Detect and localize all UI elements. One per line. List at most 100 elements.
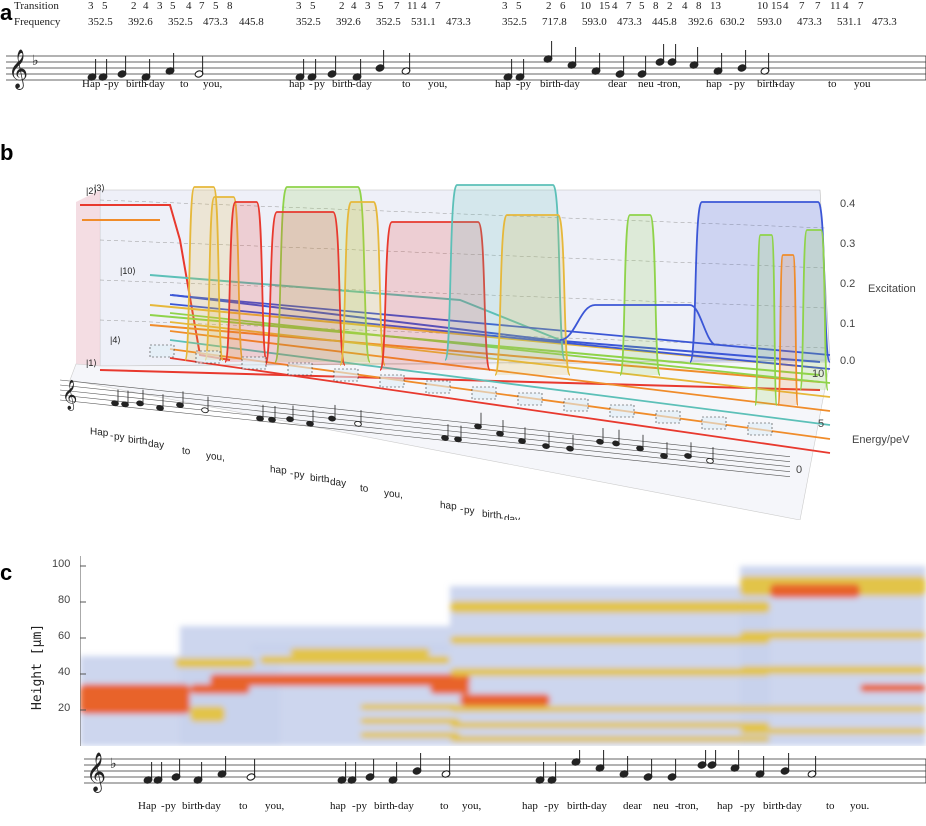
lyric-syllable: day [148,439,164,452]
transition-value: 7 [858,0,864,12]
note [612,440,620,447]
treble-clef-icon: 𝄞 [8,50,28,90]
note [474,423,482,430]
transition-value: 7 [394,0,400,12]
trace-green [149,314,821,376]
lyric-syllable: - [326,476,329,487]
transition-value: 6 [560,0,566,12]
transition-value: 7 [199,0,205,12]
lyric-syllable: day [205,800,221,812]
lyric-syllable: - [560,78,564,90]
note [542,443,550,449]
note [156,405,164,411]
lyric-syllable: py [294,469,305,481]
lyric-syllable: you [854,78,871,90]
lyric-syllable: - [675,800,679,812]
note [306,420,314,427]
transition-value: 8 [227,0,233,12]
note [596,438,604,445]
treble-clef-icon: 𝄞 [86,753,106,793]
transition-value: 10 [757,0,768,12]
excitation-pulse [777,254,799,406]
lyric-syllable: hap [522,800,538,812]
lyric-syllable: py [314,78,325,90]
transition-value: 3 [157,0,163,12]
note [496,430,504,437]
note [684,453,692,459]
lyric-syllable: py [356,800,367,812]
lyric-syllable: - [394,800,398,812]
excitation-pulse [204,196,244,361]
lyric-syllable: - [290,468,293,479]
note [176,402,184,408]
transition-value: 5 [310,0,316,12]
transition-value: 5 [170,0,176,12]
frequency-value: 593.0 [757,16,782,28]
note-projection [379,374,405,388]
lyric-syllable: day [398,800,414,812]
transition-value: 4 [143,0,149,12]
lyric-syllable: birth [128,434,147,447]
frequency-value: 531.1 [411,16,436,28]
lyric-syllable: dear [608,78,627,90]
lyric-syllable: - [104,78,108,90]
heat-band [770,584,860,598]
transition-value: 4 [351,0,357,12]
heat-band [360,718,460,724]
lyric-syllable: py [165,800,176,812]
frequency-value: 473.3 [797,16,822,28]
energy-axis-title: Energy/peV [852,434,910,446]
frequency-value: 445.8 [239,16,264,28]
note-projection [287,362,313,376]
lyric-syllable: hap [717,800,733,812]
lyric-syllable: - [657,78,661,90]
lyric-syllable: to [826,800,835,812]
lyric-syllable: you, [384,488,403,501]
transition-value: 7 [799,0,805,12]
heat-band [260,656,450,664]
lyric-syllable: Hap [90,426,109,439]
heat-band [450,668,770,676]
trace-blue [171,294,821,363]
state-label: |3⟩ [94,183,105,193]
energy-level-line [169,321,831,398]
lyric-syllable: hap [440,500,457,513]
frequency-value: 717.8 [542,16,567,28]
note-projection [609,404,635,418]
lyric-syllable: tron, [678,800,699,812]
note [121,401,129,408]
frequency-value: 352.5 [296,16,321,28]
transition-value: 8 [696,0,702,12]
transition-value: 5 [516,0,522,12]
lyric-syllable: - [144,438,147,449]
frequency-value: 630.2 [720,16,745,28]
energy-level-line [169,330,831,412]
frequency-value: 473.3 [203,16,228,28]
lyric-syllable: py [114,431,125,443]
lyric-syllable: day [504,513,520,520]
height-tick: 20 [58,702,71,714]
transition-value: 7 [435,0,441,12]
transition-header: Transition [14,0,59,12]
note [328,415,336,422]
lyric-syllable: day [356,78,372,90]
panel-a-label: a [0,0,13,25]
note-projection [471,386,497,400]
lyric-syllable: you, [462,800,482,812]
lyric-syllable: to [828,78,837,90]
frequency-header: Frequency [14,16,61,28]
excitation-pulse [184,186,224,361]
heat-band [360,732,460,738]
excitation-axis-title: Excitation [868,283,916,295]
frequency-value: 352.5 [502,16,527,28]
transition-value: 4 [612,0,618,12]
energy-tick: 10 [812,368,825,380]
lyric-syllable: birth [332,78,353,90]
lyric-syllable: to [239,800,248,812]
lyric-syllable: to [440,800,449,812]
lyric-syllable: - [309,78,313,90]
heat-band [190,684,250,694]
transition-value: 3 [296,0,302,12]
